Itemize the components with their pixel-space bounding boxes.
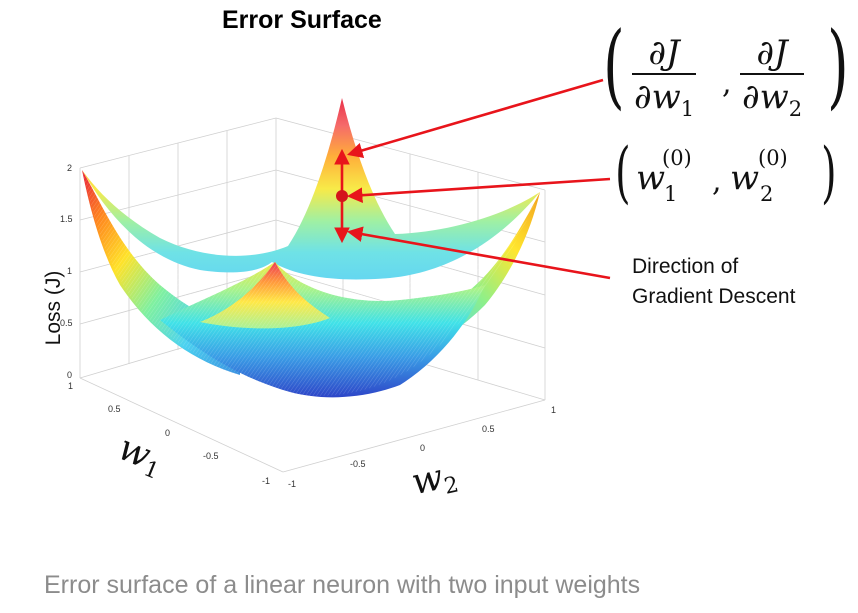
formula-comma: ,: [722, 66, 732, 101]
fraction-denominator: ∂w2: [740, 73, 805, 120]
w2-tick: 0.5: [482, 424, 495, 434]
fraction-numerator: ∂J: [756, 33, 788, 73]
figure-title: Error Surface: [222, 6, 382, 34]
left-paren: (: [603, 12, 625, 119]
annotation-line-1: Direction of: [632, 255, 739, 278]
w1-tick: 0.5: [108, 404, 121, 414]
w2-tick: 0: [420, 443, 426, 453]
fraction-denominator: ∂w1: [632, 73, 697, 120]
arrow-to-gradient-formula: [347, 78, 604, 158]
w1-tick: -1: [262, 476, 271, 486]
partial-j-w1: ∂J ∂w1: [632, 33, 697, 120]
z-tick: 1.5: [60, 214, 73, 224]
arrow-to-point-formula: [346, 177, 611, 203]
w1-tick: -0.5: [203, 451, 219, 461]
w2-variable: w: [730, 158, 760, 198]
w1-tick: 0: [165, 428, 171, 438]
fraction-numerator: ∂J: [648, 33, 680, 73]
arrow-to-descent-note: [346, 226, 611, 280]
gradient-arrows: [334, 78, 611, 280]
z-axis-label: Loss (J): [42, 270, 65, 346]
descent-annotation: Direction of Gradient Descent: [632, 252, 795, 312]
annotation-line-2: Gradient Descent: [632, 285, 796, 308]
surface-mesh: [82, 170, 540, 396]
w2-tick: 1: [551, 405, 557, 415]
w2-tick: -0.5: [350, 459, 366, 469]
current-point-marker: [336, 190, 348, 202]
w1-variable: w: [636, 158, 666, 198]
w2-subscript: 2: [760, 182, 774, 206]
w1-tick: 1: [68, 381, 74, 391]
w2-superscript: (0): [758, 146, 788, 170]
z-tick: 0: [67, 370, 73, 380]
right-paren: ): [827, 12, 849, 119]
w2-tick: -1: [288, 479, 297, 489]
w2-axis-label: w2: [407, 456, 461, 504]
figure-caption: Error surface of a linear neuron with tw…: [44, 571, 641, 599]
surface-back-peak: [82, 98, 540, 280]
w1-subscript: 1: [664, 182, 678, 206]
left-paren: (: [615, 134, 631, 211]
w1-superscript: (0): [662, 146, 692, 170]
partial-j-w2: ∂J ∂w2: [740, 33, 805, 120]
z-tick: 1: [67, 266, 73, 276]
formula-comma: ,: [712, 164, 722, 199]
z-tick: 0.5: [60, 318, 73, 328]
right-paren: ): [821, 134, 837, 211]
z-tick: 2: [67, 163, 73, 173]
